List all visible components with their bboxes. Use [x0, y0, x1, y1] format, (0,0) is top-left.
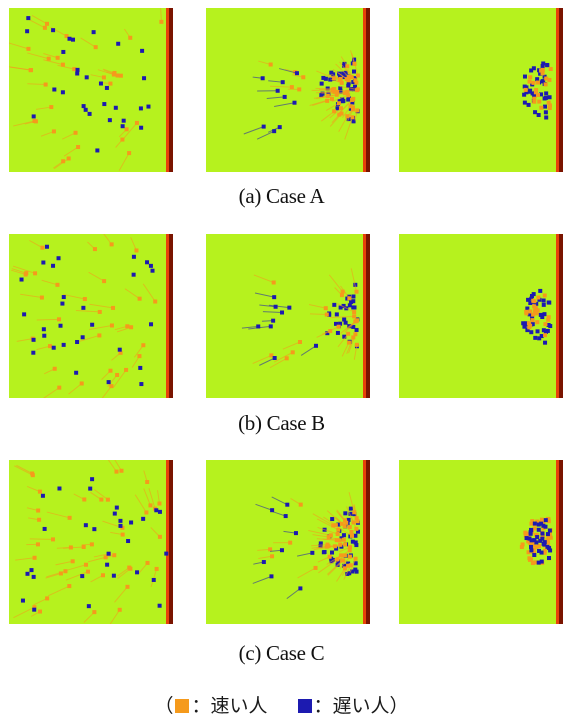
- case-c-panel-1: [9, 460, 173, 624]
- simulation-snapshot: [206, 234, 370, 398]
- case-a-panel-3: [399, 8, 563, 172]
- case-c-panel-3: [399, 460, 563, 624]
- simulation-snapshot: [206, 8, 370, 172]
- simulation-snapshot: [9, 234, 173, 398]
- legend-close-paren: ）: [389, 695, 409, 717]
- slow-person-swatch: [297, 699, 312, 713]
- fast-person-swatch: [175, 699, 190, 713]
- simulation-snapshot: [206, 460, 370, 624]
- case-b-panel-3: [399, 234, 563, 398]
- case-a-panel-2: [206, 8, 370, 172]
- simulation-snapshot: [399, 460, 563, 624]
- simulation-snapshot: [399, 8, 563, 172]
- simulation-snapshot: [399, 234, 563, 398]
- case-b-panel-2: [206, 234, 370, 398]
- legend-slow-label: ：遅い人: [313, 695, 390, 717]
- simulation-snapshot: [9, 460, 173, 624]
- legend-open-paren: （: [154, 695, 174, 717]
- case-c-caption: (c) Case C: [238, 641, 325, 665]
- legend: （ ：速い人 ：遅い人）: [0, 693, 563, 719]
- case-b-caption: (b) Case B: [238, 411, 325, 435]
- simulation-snapshot: [9, 8, 173, 172]
- legend-fast-label: ：速い人: [191, 695, 268, 717]
- case-b-panel-1: [9, 234, 173, 398]
- case-a-caption: (a) Case A: [238, 184, 325, 208]
- case-c-panel-2: [206, 460, 370, 624]
- case-a-panel-1: [9, 8, 173, 172]
